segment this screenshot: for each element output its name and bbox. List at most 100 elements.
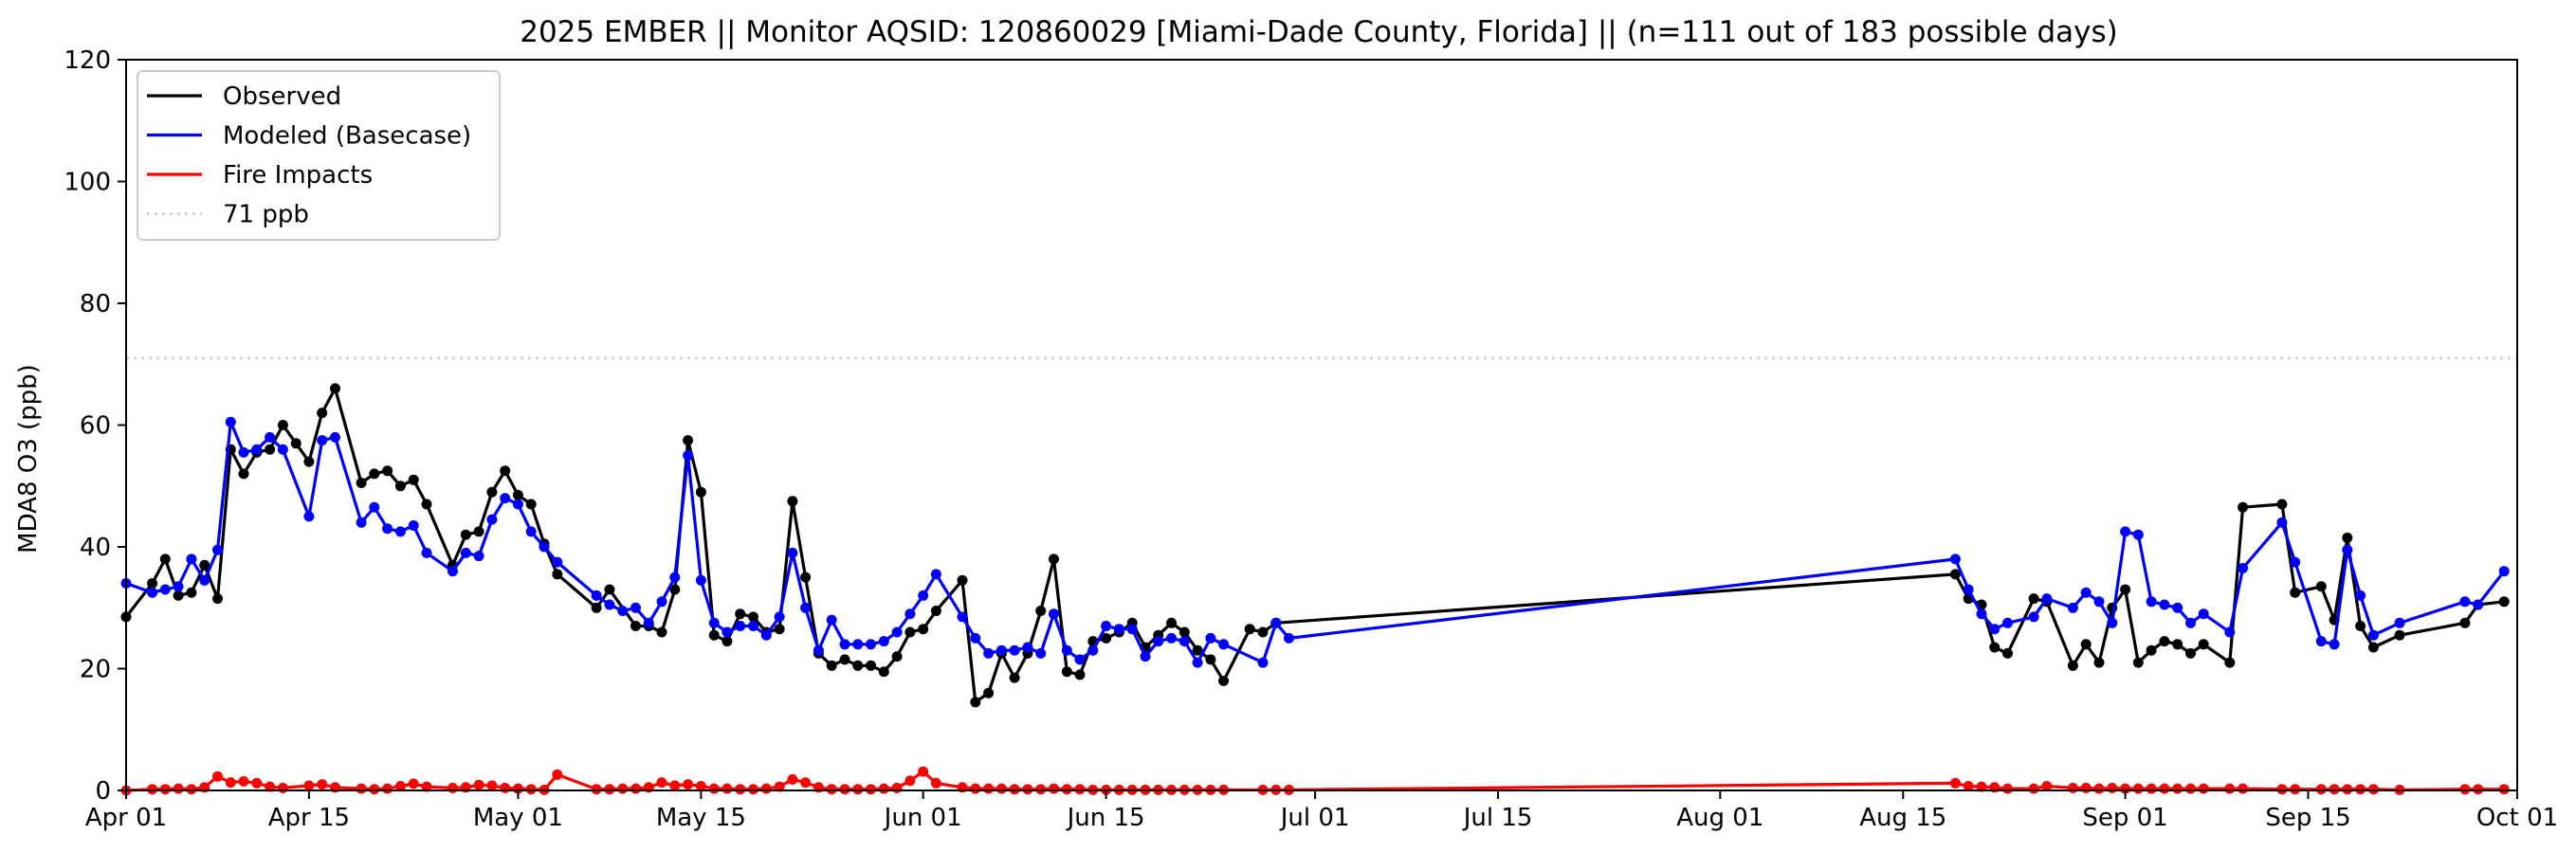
data-point xyxy=(957,574,968,586)
data-point xyxy=(996,644,1007,656)
data-point xyxy=(656,626,667,638)
data-point xyxy=(1074,654,1086,665)
data-point xyxy=(2367,629,2379,641)
x-tick-label: Sep 01 xyxy=(2082,804,2167,832)
data-point xyxy=(473,779,484,790)
data-point xyxy=(669,572,681,583)
data-point xyxy=(2159,783,2170,794)
data-point xyxy=(918,624,929,635)
data-point xyxy=(1963,781,1974,791)
data-point xyxy=(303,511,315,522)
y-tick-label: 120 xyxy=(64,46,111,75)
y-tick-label: 0 xyxy=(95,777,111,806)
data-point xyxy=(251,777,263,789)
data-point xyxy=(2093,596,2105,608)
data-point xyxy=(800,602,812,613)
data-point xyxy=(1257,657,1269,668)
data-point xyxy=(1126,624,1138,635)
data-point xyxy=(2132,783,2144,794)
data-point xyxy=(591,602,602,613)
data-point xyxy=(382,523,393,535)
series-layer xyxy=(120,383,2510,796)
data-point xyxy=(1192,657,1203,668)
data-point xyxy=(421,781,432,792)
data-point xyxy=(1022,784,1033,795)
data-point xyxy=(1035,647,1047,659)
data-point xyxy=(159,584,171,595)
y-tick-label: 40 xyxy=(80,534,111,562)
chart-title: 2025 EMBER || Monitor AQSID: 120860029 [… xyxy=(520,15,2118,49)
x-tick-label: Aug 01 xyxy=(1676,804,1763,832)
data-point xyxy=(2367,642,2379,653)
data-point xyxy=(525,784,537,795)
data-point xyxy=(552,556,563,568)
data-point xyxy=(970,697,981,708)
data-point xyxy=(225,416,236,427)
data-point xyxy=(159,784,171,795)
data-point xyxy=(813,644,824,656)
data-point xyxy=(866,639,876,650)
data-point xyxy=(317,779,328,790)
data-point xyxy=(2185,617,2196,628)
data-point xyxy=(2394,629,2405,641)
data-point xyxy=(2315,636,2327,647)
x-tick-label: Aug 15 xyxy=(1859,804,1946,832)
data-point xyxy=(2290,556,2301,568)
data-point xyxy=(1049,554,1059,565)
data-point xyxy=(630,783,641,794)
data-point xyxy=(212,593,223,605)
data-point xyxy=(212,544,223,555)
data-point xyxy=(839,639,850,650)
data-point xyxy=(2185,783,2196,794)
data-point xyxy=(448,566,458,577)
data-point xyxy=(904,775,916,787)
data-point xyxy=(382,783,393,794)
data-point xyxy=(630,621,641,631)
data-point xyxy=(173,590,184,601)
data-point xyxy=(591,590,602,601)
data-point xyxy=(1178,636,1190,647)
data-point xyxy=(708,629,720,641)
data-point xyxy=(1963,584,1974,595)
data-point xyxy=(930,777,941,789)
data-point xyxy=(2120,526,2131,537)
data-point xyxy=(826,614,837,626)
x-tick-label: Apr 15 xyxy=(268,804,350,832)
data-point xyxy=(552,569,563,580)
y-tick-label: 60 xyxy=(80,412,111,441)
data-point xyxy=(708,617,720,628)
data-point xyxy=(604,599,615,610)
data-point xyxy=(866,784,876,795)
data-point xyxy=(238,446,249,458)
data-point xyxy=(683,435,694,446)
data-point xyxy=(290,438,301,449)
data-point xyxy=(147,784,158,795)
data-point xyxy=(983,783,995,794)
data-point xyxy=(891,626,903,638)
data-point xyxy=(1113,624,1124,635)
data-point xyxy=(2238,501,2249,513)
data-point xyxy=(408,778,419,789)
data-point xyxy=(356,478,367,488)
data-point xyxy=(330,431,340,443)
data-point xyxy=(225,777,236,789)
data-point xyxy=(839,784,850,795)
data-point xyxy=(1949,569,1961,580)
x-tick-label: Oct 01 xyxy=(2476,804,2558,832)
data-point xyxy=(735,784,746,795)
data-point xyxy=(173,783,184,794)
data-point xyxy=(186,784,197,795)
data-point xyxy=(930,606,941,616)
data-point xyxy=(591,784,602,795)
legend-label: Observed xyxy=(223,82,341,111)
data-point xyxy=(604,784,615,795)
data-point xyxy=(891,782,903,793)
data-point xyxy=(2120,584,2131,595)
data-point xyxy=(186,554,197,565)
data-point xyxy=(996,783,1007,794)
data-point xyxy=(1101,621,1112,631)
data-point xyxy=(2002,783,2013,794)
data-point xyxy=(2093,783,2105,794)
data-point xyxy=(2028,611,2039,623)
data-point xyxy=(2041,593,2053,605)
